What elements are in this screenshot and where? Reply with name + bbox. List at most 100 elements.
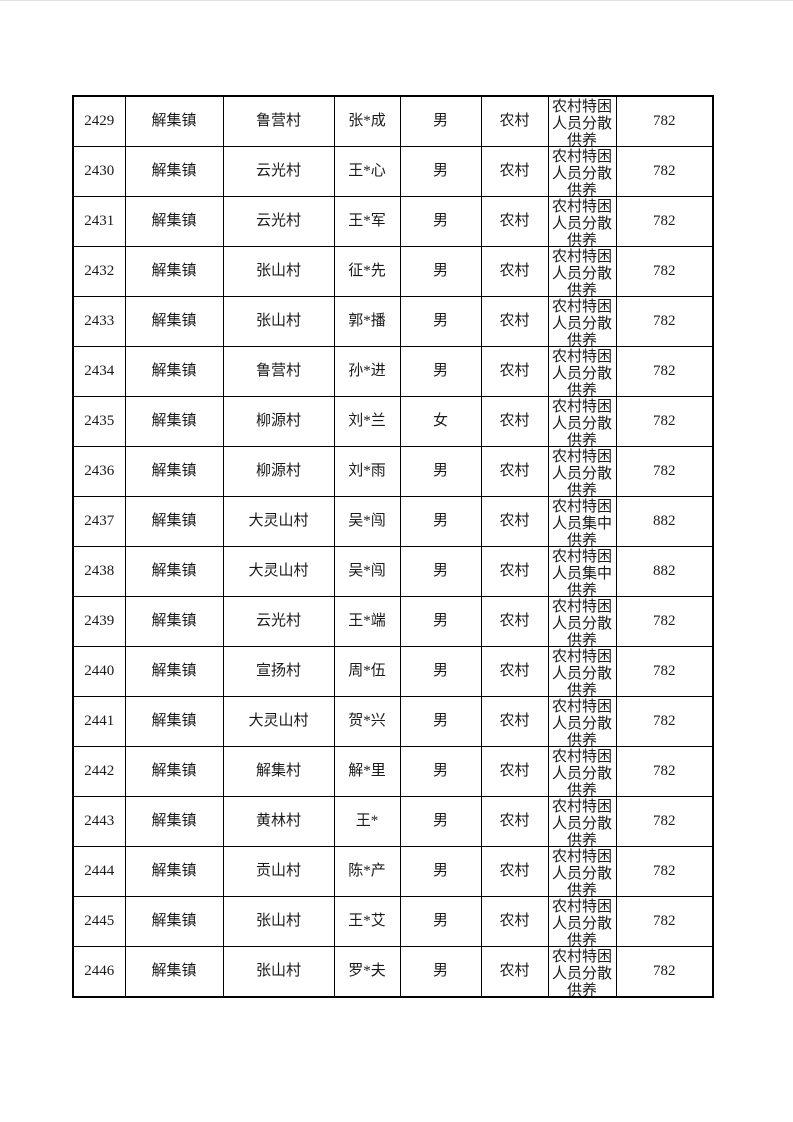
cell-person-name: 王*心 xyxy=(333,146,401,197)
cell-amount: 782 xyxy=(615,946,714,998)
cell-amount: 782 xyxy=(615,846,714,897)
cell-gender: 男 xyxy=(399,296,482,347)
cell-town: 解集镇 xyxy=(124,246,224,297)
cell-category: 农村 xyxy=(480,146,549,197)
cell-support-type: 农村特困人员分散供养 xyxy=(547,696,617,747)
support-type-text: 农村特困人员分散供养 xyxy=(551,249,612,296)
cell-person-name: 王*艾 xyxy=(333,896,401,947)
cell-serial: 2429 xyxy=(72,95,126,147)
cell-gender: 男 xyxy=(399,146,482,197)
cell-amount: 782 xyxy=(615,796,714,847)
cell-serial: 2438 xyxy=(72,546,126,597)
table-row: 2429 解集镇 鲁营村 张*成男农村 农村特困人员分散供养 782 xyxy=(72,95,714,147)
support-type-text: 农村特困人员集中供养 xyxy=(551,499,612,546)
table-row: 2435 解集镇 柳源村 刘*兰女农村 农村特困人员分散供养 782 xyxy=(72,396,714,447)
support-type-text: 农村特困人员分散供养 xyxy=(551,749,612,796)
cell-town: 解集镇 xyxy=(124,596,224,647)
cell-person-name: 吴*闯 xyxy=(333,496,401,547)
cell-gender: 男 xyxy=(399,496,482,547)
cell-support-type: 农村特困人员分散供养 xyxy=(547,946,617,998)
cell-category: 农村 xyxy=(480,646,549,697)
cell-village: 云光村 xyxy=(222,596,335,647)
cell-serial: 2432 xyxy=(72,246,126,297)
cell-category: 农村 xyxy=(480,446,549,497)
support-type-text: 农村特困人员分散供养 xyxy=(551,849,612,896)
table-row: 2445 解集镇 张山村 王*艾男农村 农村特困人员分散供养 782 xyxy=(72,896,714,947)
cell-person-name: 吴*闯 xyxy=(333,546,401,597)
cell-person-name: 征*先 xyxy=(333,246,401,297)
cell-amount: 782 xyxy=(615,196,714,247)
cell-amount: 782 xyxy=(615,446,714,497)
cell-category: 农村 xyxy=(480,396,549,447)
cell-category: 农村 xyxy=(480,746,549,797)
cell-person-name: 陈*产 xyxy=(333,846,401,897)
cell-person-name: 刘*兰 xyxy=(333,396,401,447)
cell-amount: 782 xyxy=(615,696,714,747)
cell-person-name: 张*成 xyxy=(333,95,401,147)
cell-village: 大灵山村 xyxy=(222,696,335,747)
cell-town: 解集镇 xyxy=(124,95,224,147)
cell-support-type: 农村特困人员分散供养 xyxy=(547,246,617,297)
cell-gender: 男 xyxy=(399,346,482,397)
cell-serial: 2440 xyxy=(72,646,126,697)
support-type-text: 农村特困人员分散供养 xyxy=(551,699,612,746)
beneficiary-table: 2429 解集镇 鲁营村 张*成男农村 农村特困人员分散供养 782 2430 解集镇 云光村王… xyxy=(72,95,714,998)
cell-person-name: 周*伍 xyxy=(333,646,401,697)
cell-gender: 男 xyxy=(399,95,482,147)
cell-town: 解集镇 xyxy=(124,896,224,947)
cell-category: 农村 xyxy=(480,246,549,297)
support-type-text: 农村特困人员分散供养 xyxy=(551,199,612,246)
cell-category: 农村 xyxy=(480,796,549,847)
cell-gender: 男 xyxy=(399,646,482,697)
support-type-text: 农村特困人员分散供养 xyxy=(551,149,612,196)
table-row: 2434 解集镇 鲁营村 孙*进男农村 农村特困人员分散供养 782 xyxy=(72,346,714,397)
cell-category: 农村 xyxy=(480,496,549,547)
cell-gender: 男 xyxy=(399,446,482,497)
cell-town: 解集镇 xyxy=(124,646,224,697)
cell-serial: 2444 xyxy=(72,846,126,897)
cell-support-type: 农村特困人员分散供养 xyxy=(547,796,617,847)
support-type-text: 农村特困人员分散供养 xyxy=(551,899,612,946)
cell-category: 农村 xyxy=(480,846,549,897)
cell-village: 张山村 xyxy=(222,296,335,347)
support-type-text: 农村特困人员分散供养 xyxy=(551,299,612,346)
cell-town: 解集镇 xyxy=(124,446,224,497)
table-row: 2430 解集镇 云光村 王*心男农村 农村特困人员分散供养 782 xyxy=(72,146,714,197)
table-row: 2444 解集镇 贡山村 陈*产男农村 农村特困人员分散供养 782 xyxy=(72,846,714,897)
cell-amount: 782 xyxy=(615,746,714,797)
table-row: 2436 解集镇 柳源村 刘*雨男农村 农村特困人员分散供养 782 xyxy=(72,446,714,497)
cell-gender: 男 xyxy=(399,546,482,597)
cell-village: 云光村 xyxy=(222,146,335,197)
cell-village: 鲁营村 xyxy=(222,346,335,397)
cell-village: 张山村 xyxy=(222,946,335,998)
cell-support-type: 农村特困人员集中供养 xyxy=(547,496,617,547)
cell-serial: 2437 xyxy=(72,496,126,547)
cell-person-name: 王* xyxy=(333,796,401,847)
cell-support-type: 农村特困人员分散供养 xyxy=(547,896,617,947)
support-type-text: 农村特困人员分散供养 xyxy=(551,949,612,996)
page-top-edge xyxy=(0,0,793,1)
table-row: 2438 解集镇 大灵山村 吴*闯男农村 农村特困人员集中供养 882 xyxy=(72,546,714,597)
cell-amount: 782 xyxy=(615,896,714,947)
cell-category: 农村 xyxy=(480,946,549,998)
cell-serial: 2434 xyxy=(72,346,126,397)
support-type-text: 农村特困人员分散供养 xyxy=(551,99,612,146)
cell-category: 农村 xyxy=(480,296,549,347)
cell-support-type: 农村特困人员分散供养 xyxy=(547,95,617,147)
cell-town: 解集镇 xyxy=(124,696,224,747)
cell-amount: 782 xyxy=(615,95,714,147)
cell-gender: 女 xyxy=(399,396,482,447)
cell-support-type: 农村特困人员分散供养 xyxy=(547,846,617,897)
cell-gender: 男 xyxy=(399,196,482,247)
cell-support-type: 农村特困人员分散供养 xyxy=(547,446,617,497)
cell-support-type: 农村特困人员分散供养 xyxy=(547,396,617,447)
cell-village: 大灵山村 xyxy=(222,496,335,547)
cell-person-name: 郭*播 xyxy=(333,296,401,347)
table-row: 2432 解集镇 张山村 征*先男农村 农村特困人员分散供养 782 xyxy=(72,246,714,297)
table-row: 2441 解集镇 大灵山村 贺*兴男农村 农村特困人员分散供养 782 xyxy=(72,696,714,747)
cell-person-name: 刘*雨 xyxy=(333,446,401,497)
cell-gender: 男 xyxy=(399,796,482,847)
cell-person-name: 王*端 xyxy=(333,596,401,647)
support-type-text: 农村特困人员分散供养 xyxy=(551,649,612,696)
